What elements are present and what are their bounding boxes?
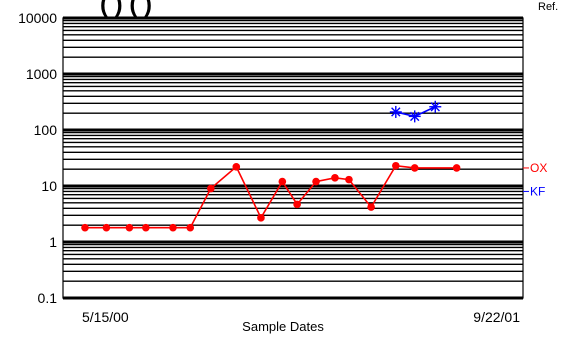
data-point-ox: [345, 175, 353, 184]
data-point-kf: [408, 110, 421, 123]
series-layer: [81, 100, 461, 232]
x-axis-label: Sample Dates: [242, 319, 324, 334]
plot-frame: [62, 17, 524, 299]
y-tick-label: 1: [49, 234, 57, 250]
x-tick-label: 5/15/00: [82, 309, 129, 325]
y-tick-label: 0.1: [38, 290, 58, 306]
series-label-kf: KF: [530, 184, 545, 198]
data-point-ox: [293, 200, 301, 209]
data-point-ox: [452, 164, 461, 172]
data-point-ox: [186, 223, 195, 232]
data-point-ox: [232, 163, 241, 171]
data-point-ox: [207, 184, 215, 193]
series-label-ox: OX: [530, 161, 547, 175]
y-tick-label: 100: [34, 122, 58, 138]
data-point-ox: [278, 177, 287, 186]
data-point-ox: [169, 223, 177, 232]
data-point-ox: [367, 203, 375, 211]
ref-note: Ref.: [538, 1, 558, 13]
data-point-ox: [331, 174, 339, 182]
data-point-ox: [81, 223, 89, 232]
data-point-ox: [312, 177, 320, 186]
chart-title-fragment: ( ) ( ): [100, 0, 152, 18]
data-point-ox: [392, 161, 400, 170]
series-labels: OX KF: [523, 161, 547, 198]
y-tick-label: 1000: [26, 66, 57, 82]
grid-lines: [63, 16, 523, 300]
y-axis-ticks: 0.1 1 10 100 1000 10000: [18, 10, 57, 306]
plot-border: [62, 17, 524, 299]
data-point-ox: [142, 223, 150, 232]
y-tick-label: 10: [41, 178, 57, 194]
data-point-kf: [389, 105, 402, 118]
data-point-ox: [257, 214, 265, 222]
data-point-ox: [102, 223, 111, 232]
series-line-ox: [85, 164, 457, 229]
data-point-ox: [125, 223, 134, 232]
x-tick-label: 9/22/01: [473, 309, 520, 325]
data-point-kf: [429, 100, 442, 113]
y-tick-label: 10000: [18, 10, 57, 26]
x-axis-ticks: 5/15/00 9/22/01: [82, 309, 520, 325]
data-point-ox: [410, 164, 419, 172]
